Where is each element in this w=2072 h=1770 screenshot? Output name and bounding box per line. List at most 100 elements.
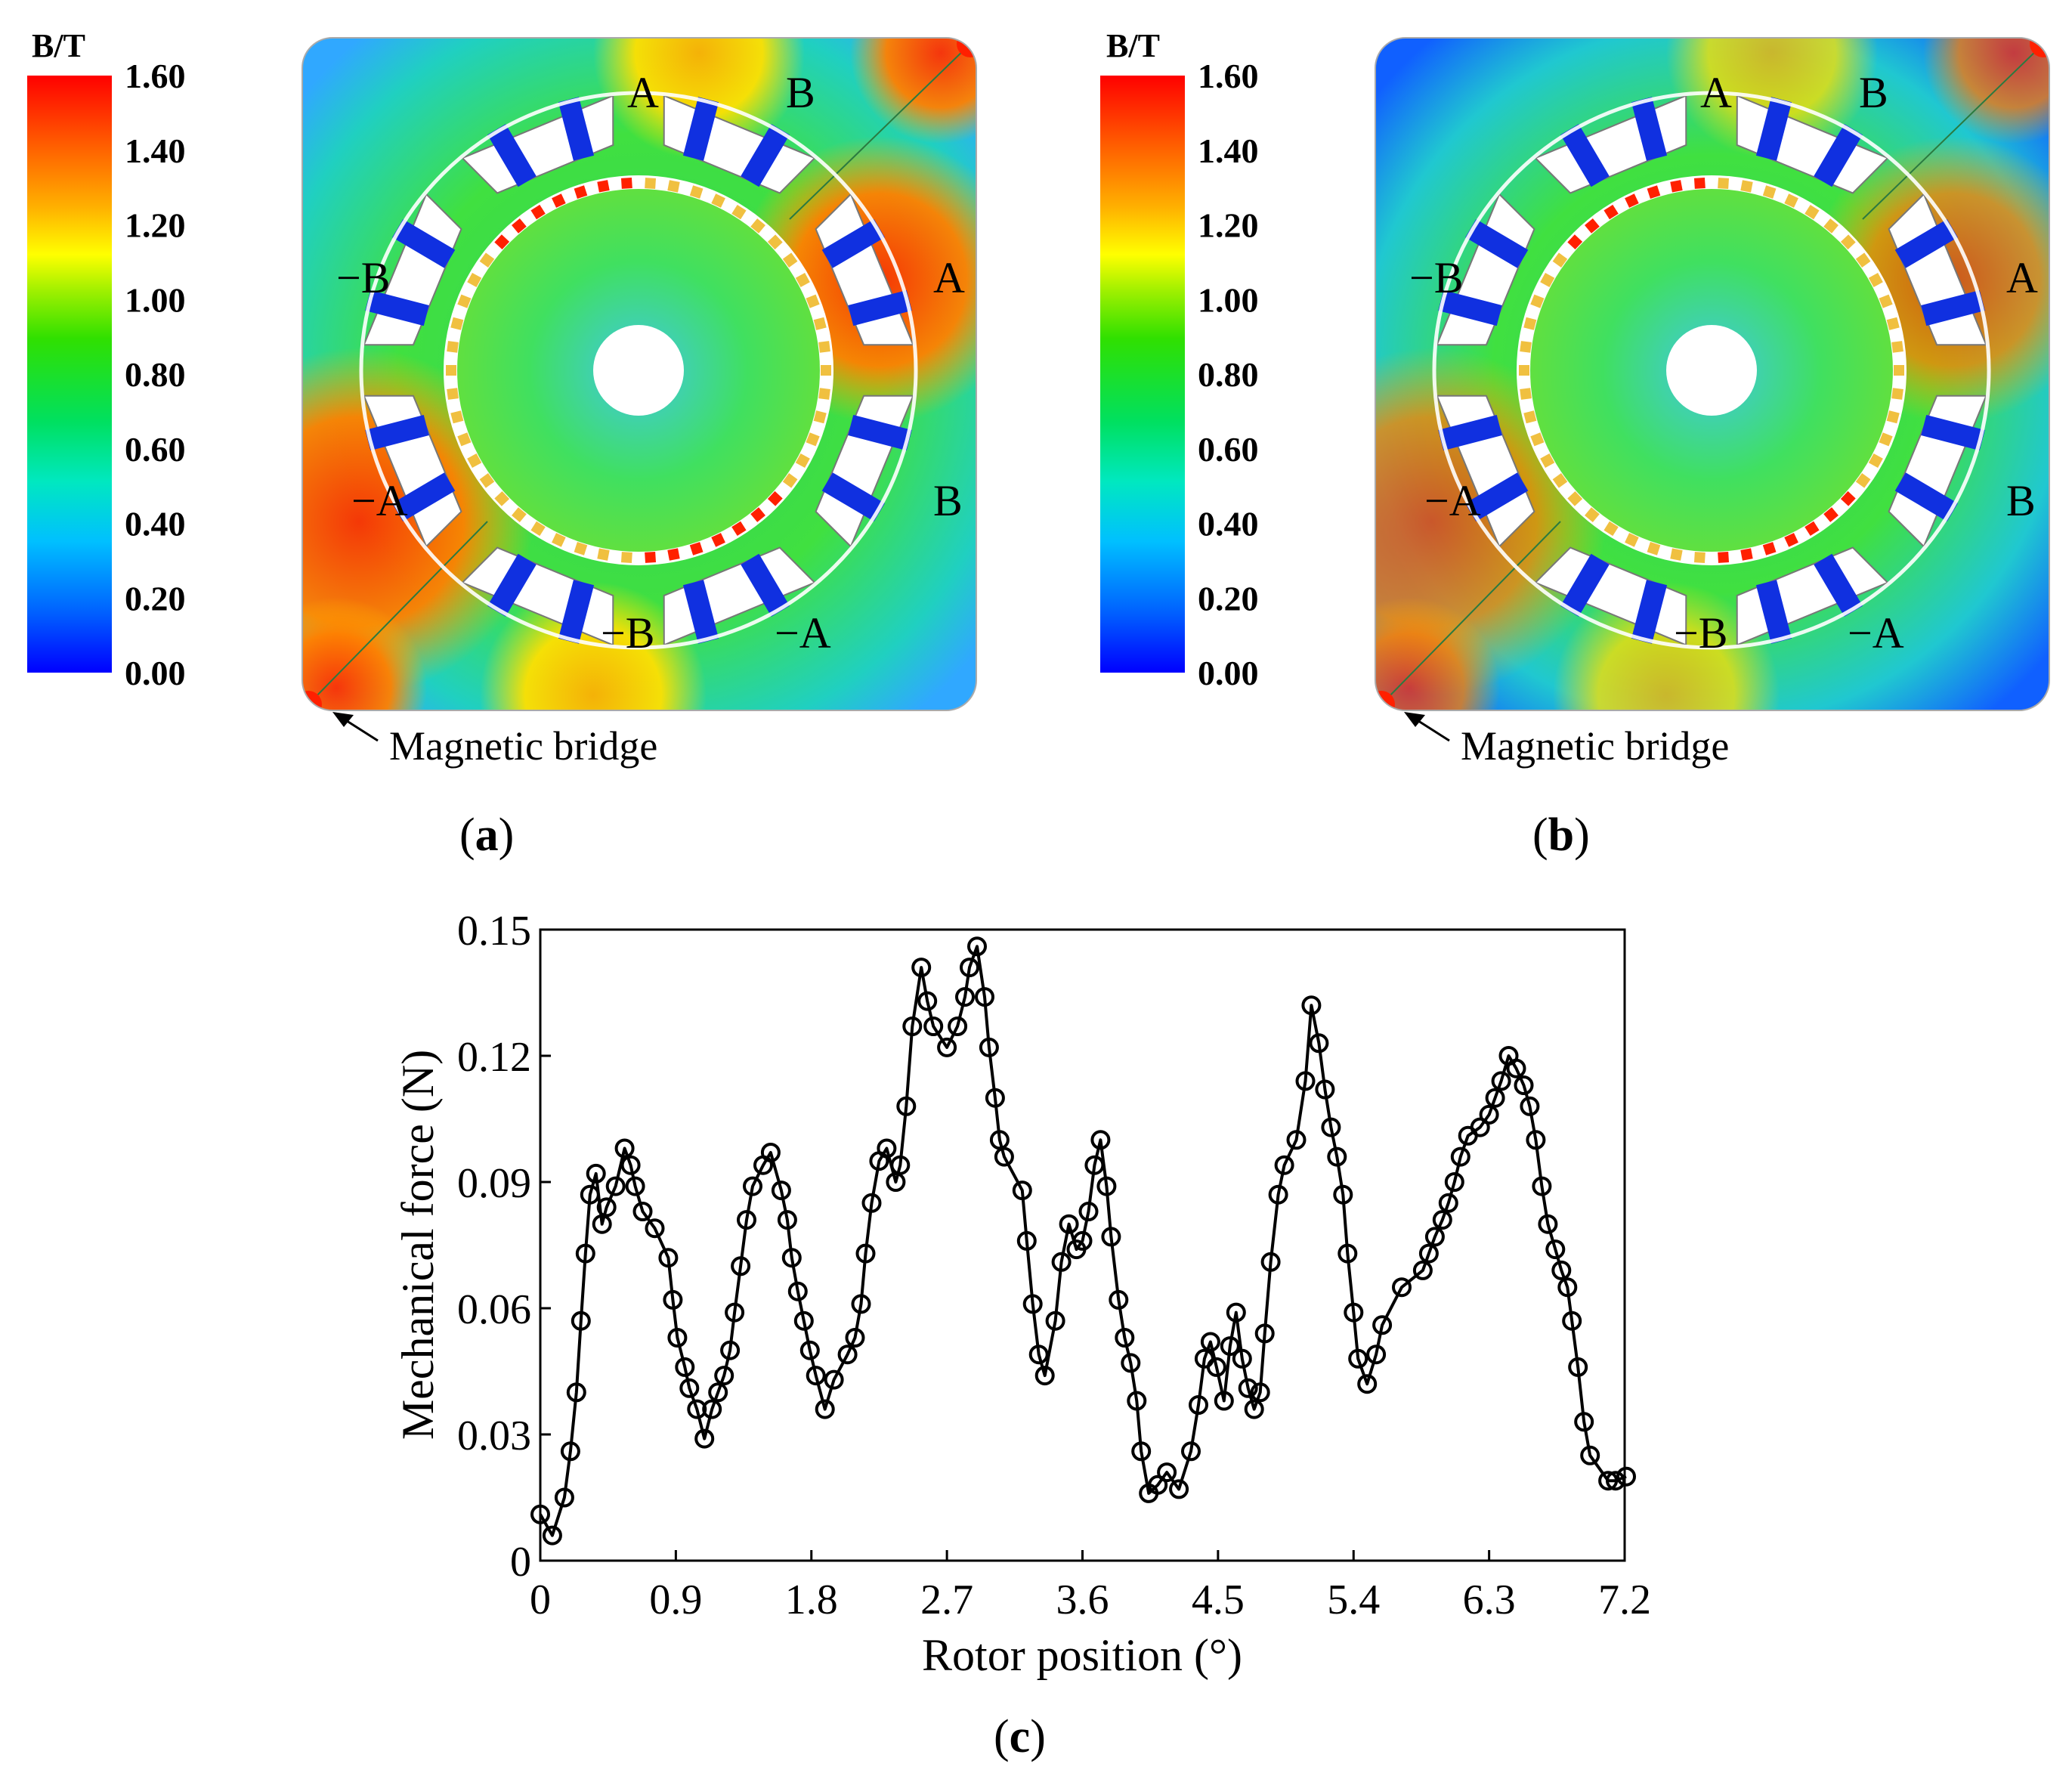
- data-point: [530, 1504, 550, 1524]
- rotor-tooth: [479, 252, 495, 268]
- x-tick-label: 3.6: [1056, 1577, 1109, 1623]
- data-point: [1432, 1210, 1452, 1230]
- rotor-tooth: [1879, 432, 1893, 447]
- rotor-tooth: [552, 193, 566, 208]
- rotor-tooth: [620, 552, 632, 563]
- rotor-tooth: [494, 490, 510, 506]
- data-point: [675, 1357, 695, 1377]
- coil: [558, 580, 595, 644]
- rotor-tooth: [1804, 521, 1820, 537]
- bridge-corner: [302, 691, 322, 710]
- force-chart: 0 0.03 0.06 0.09 0.12 0.15 0 0.9 1.8 2.7 3.6 4.5 5.…: [393, 908, 1651, 1680]
- data-point: [1131, 1441, 1152, 1462]
- rotor-tooth: [467, 453, 482, 469]
- coil: [392, 219, 456, 268]
- data-point: [1096, 1176, 1117, 1196]
- rotor-tooth: [494, 234, 510, 250]
- rotor-tooth: [795, 273, 810, 288]
- flux-hotspot: [1666, 38, 1878, 159]
- rotor-tooth: [1647, 185, 1661, 199]
- data-point: [679, 1378, 700, 1398]
- data-point: [1372, 1315, 1393, 1335]
- rotor-tooth: [782, 473, 798, 488]
- data-point: [1200, 1332, 1220, 1352]
- rotor-tooth: [1520, 341, 1532, 353]
- data-point: [1309, 1033, 1329, 1054]
- flux-hotspot: [1375, 597, 1500, 710]
- data-point: [1532, 1176, 1552, 1196]
- rotor-tooth: [1740, 180, 1753, 193]
- data-point: [1189, 1395, 1208, 1415]
- data-point: [1022, 1294, 1043, 1314]
- data-point: [1084, 1155, 1105, 1175]
- x-tick-label: 6.3: [1463, 1577, 1516, 1623]
- data-point: [1338, 1243, 1358, 1264]
- data-point: [1059, 1214, 1079, 1234]
- rotor-tooth: [1879, 294, 1893, 308]
- data-point: [1115, 1328, 1135, 1348]
- y-tick-label: 0.15: [457, 908, 531, 955]
- phase-label: B: [933, 476, 963, 525]
- coil: [1814, 553, 1863, 617]
- rotor-tooth: [1784, 533, 1798, 547]
- coil: [741, 124, 790, 187]
- data-point: [771, 1181, 791, 1201]
- rotor-tooth: [1670, 180, 1683, 193]
- colorbar-tick: 0.80: [1198, 355, 1259, 394]
- data-point: [1606, 1471, 1625, 1491]
- rotor-tooth: [1625, 533, 1639, 547]
- rotor-tooth: [806, 432, 820, 447]
- phase-label: −A: [1848, 608, 1904, 658]
- data-point: [1557, 1277, 1578, 1298]
- rotor-tooth: [450, 410, 464, 424]
- data-point: [955, 987, 975, 1007]
- rotor-tooth: [1625, 193, 1639, 208]
- coil: [682, 580, 719, 644]
- flux-density-map-a: A B A B −A −B −A −B: [302, 37, 977, 711]
- force-series-line: [539, 945, 1627, 1537]
- data-point: [896, 1096, 917, 1116]
- coil: [365, 289, 429, 326]
- rotor-tooth: [818, 341, 830, 353]
- rotor-tooth: [645, 178, 657, 189]
- rotor-tooth: [512, 507, 527, 522]
- data-point: [1169, 1479, 1189, 1499]
- rotor-tooth: [574, 185, 588, 199]
- data-point: [1357, 1374, 1378, 1394]
- data-point: [793, 1310, 814, 1331]
- data-point: [667, 1328, 688, 1348]
- data-point: [1157, 1462, 1177, 1483]
- phase-label: −B: [601, 608, 654, 658]
- frame-outline: [1375, 37, 2050, 711]
- data-point: [1315, 1079, 1335, 1100]
- rotor-tooth: [1647, 542, 1661, 555]
- y-tick-label: 0.03: [457, 1413, 531, 1459]
- rotor-tooth: [620, 178, 632, 189]
- coil: [487, 553, 537, 617]
- rotor-tooth: [1519, 365, 1529, 376]
- caption-letter: c: [1010, 1711, 1031, 1762]
- data-point: [1090, 1130, 1111, 1150]
- coil: [1438, 414, 1502, 451]
- flux-hotspot: [593, 38, 805, 159]
- colorbar-tick: 0.80: [125, 355, 186, 394]
- rotor-tooth: [479, 473, 495, 488]
- data-point: [1562, 1310, 1582, 1331]
- data-point: [815, 1399, 835, 1419]
- coil: [848, 289, 912, 326]
- data-point: [994, 1146, 1014, 1167]
- x-tick-label: 1.8: [785, 1577, 838, 1623]
- svg-text:(a): (a): [459, 809, 514, 861]
- colorbar-tick: 0.00: [1198, 654, 1259, 692]
- rotor-tooth: [1784, 193, 1798, 208]
- coil: [1631, 580, 1668, 644]
- phase-label: −A: [351, 476, 408, 525]
- coil: [1631, 97, 1668, 161]
- phase-label: A: [2006, 253, 2038, 302]
- data-point: [917, 991, 938, 1011]
- coil: [682, 97, 719, 161]
- data-point: [645, 1218, 665, 1239]
- rotor-tooth: [1891, 341, 1903, 353]
- x-tick-label: 0.9: [649, 1577, 702, 1623]
